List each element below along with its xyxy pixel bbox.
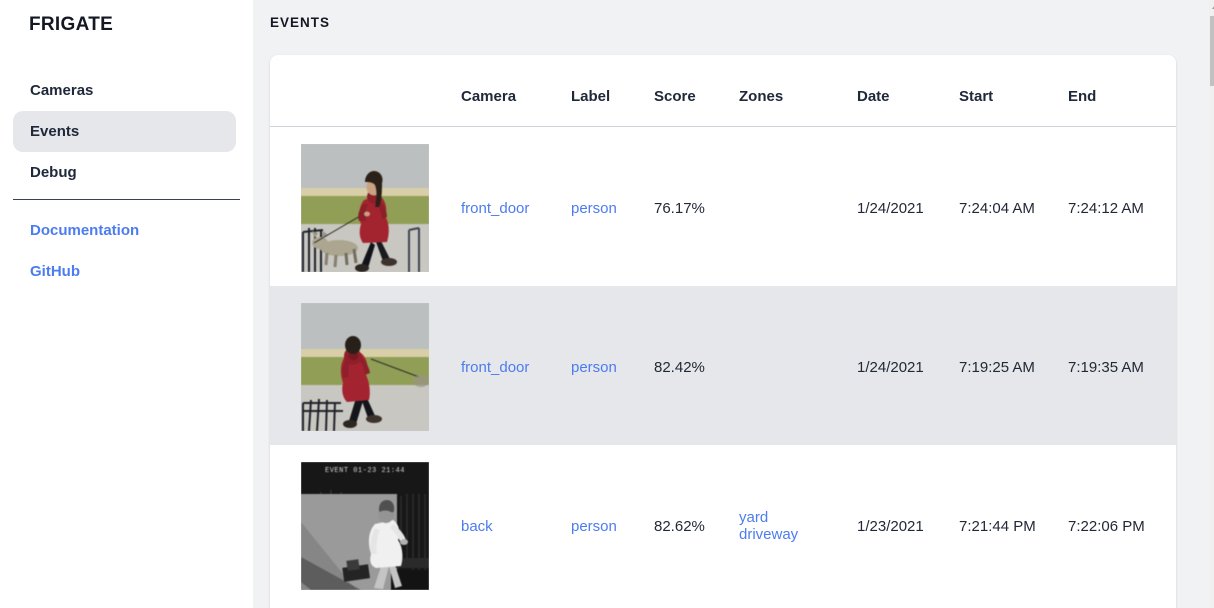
svg-text:EVENT 01-23 21:44: EVENT 01-23 21:44 — [325, 467, 405, 475]
